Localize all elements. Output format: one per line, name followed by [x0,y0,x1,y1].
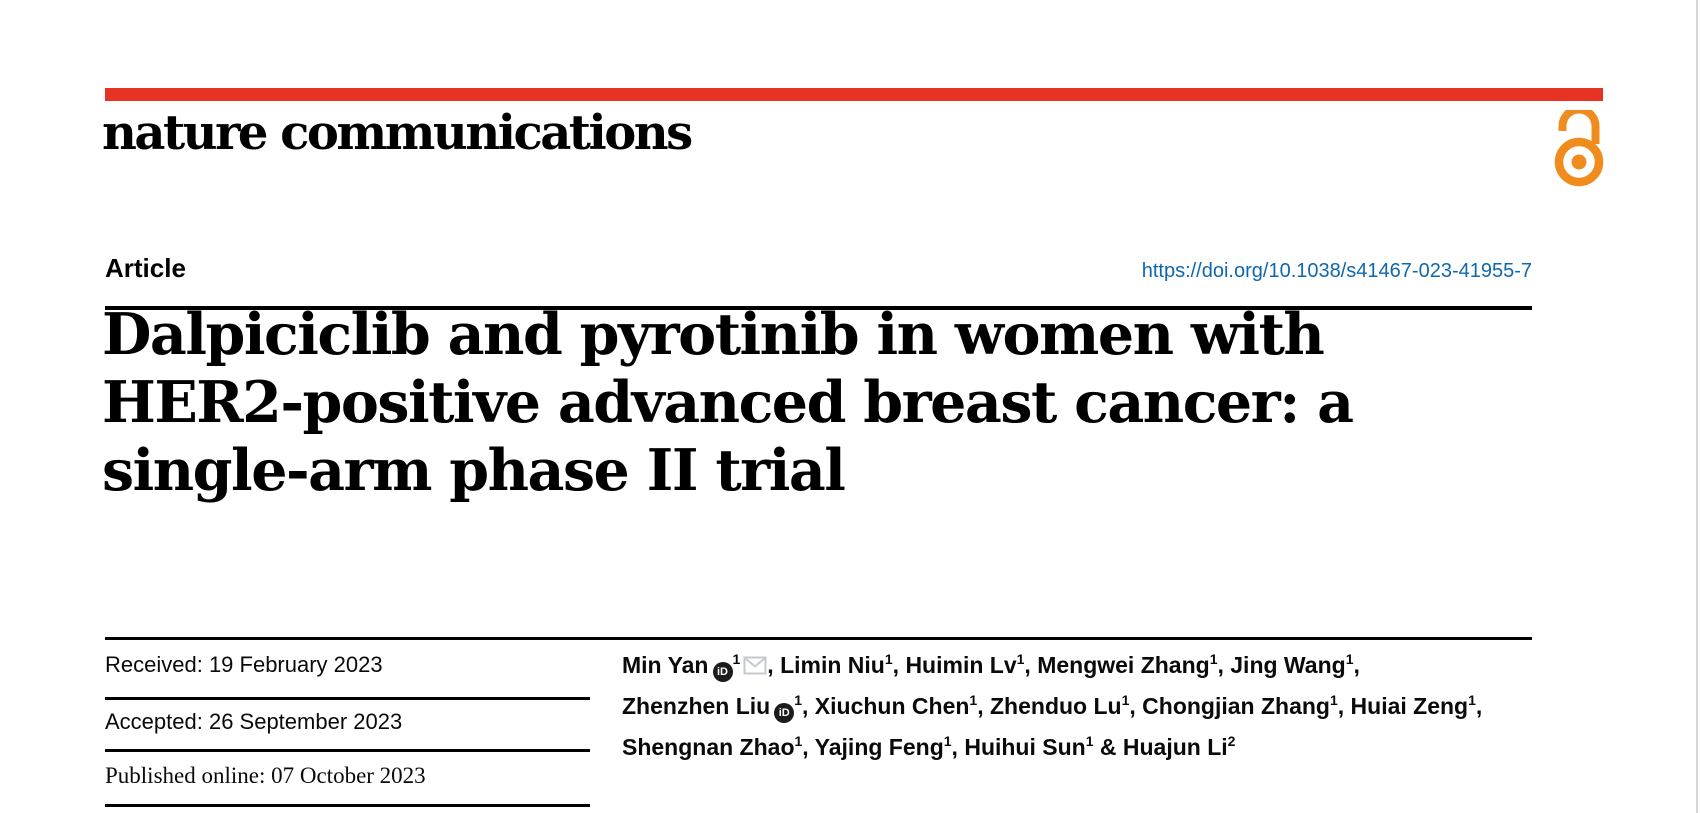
orcid-icon[interactable]: iD [712,662,733,682]
author-affiliation-sup: 1 [794,692,803,708]
author-name: Chongjian Zhang [1142,693,1330,719]
author-affiliation-sup: 1 [794,733,803,749]
author-line: Zhenzhen Liu iD1, Xiuchun Chen1, Zhenduo … [622,687,1522,728]
author-separator: , [802,693,815,719]
date-divider [105,697,590,700]
author-affiliation-sup: 1 [1345,651,1354,667]
article-type-label: Article [105,253,186,283]
author-separator: & [1093,734,1123,760]
author-name: Mengwei Zhang [1037,652,1210,678]
author-list: Min Yan iD1, Limin Niu1, Huimin Lv1, Meng… [622,646,1522,769]
author-name: Zhenzhen Liu [622,693,771,719]
author-affiliation-sup: 2 [1227,733,1236,749]
received-date: Received: 19 February 2023 [105,652,383,677]
title-line: single-arm phase II trial [102,437,846,504]
page-edge-divider [1696,0,1698,813]
author-name: Shengnan Zhao [622,734,795,760]
author-affiliation-sup: 1 [943,733,952,749]
author-affiliation-sup: 1 [969,692,978,708]
author-line: Shengnan Zhao1, Yajing Feng1, Huihui Sun… [622,728,1522,769]
author-affiliation-sup: 1 [1016,651,1025,667]
title-line: HER2-positive advanced breast cancer: a [102,369,1354,436]
author-affiliation-sup: 1 [1329,692,1338,708]
article-title: Dalpiciclib and pyrotinib in women with … [102,301,1547,505]
accepted-date: Accepted: 26 September 2023 [105,709,403,734]
author-name: Xiuchun Chen [814,693,970,719]
date-divider [105,749,590,752]
author-separator: , [1337,693,1351,719]
author-name: Limin Niu [780,652,885,678]
author-name: Min Yan [622,652,709,678]
author-name: Huihui Sun [964,734,1086,760]
author-name: Huajun Li [1122,734,1228,760]
open-access-icon [1554,105,1604,193]
author-separator: , [802,734,815,760]
author-name: Yajing Feng [814,734,944,760]
author-separator: , [892,652,906,678]
author-separator: , [1024,652,1038,678]
author-affiliation-sup: 1 [1085,733,1094,749]
doi-link[interactable]: https://doi.org/10.1038/s41467-023-41955… [1141,260,1532,282]
author-separator: , [951,734,965,760]
author-affiliation-sup: 1 [1121,692,1130,708]
author-separator: , [1129,693,1143,719]
journal-accent-bar [105,88,1603,101]
author-affiliation-sup: 1 [1468,692,1476,708]
email-icon[interactable] [743,648,767,686]
author-name: Zhenduo Lu [990,693,1122,719]
author-separator: , [1217,652,1231,678]
author-separator: , [1475,693,1483,719]
header-rule [105,306,1532,310]
date-divider [105,804,590,807]
author-name: Jing Wang [1230,652,1346,678]
author-separator: , [1353,652,1360,678]
author-line: Min Yan iD1, Limin Niu1, Huimin Lv1, Meng… [622,646,1522,687]
author-affiliation-sup: 1 [884,651,893,667]
info-top-rule [105,637,1532,640]
author-name: Huiai Zeng [1350,693,1469,719]
author-separator: , [977,693,990,719]
author-separator: , [767,652,781,678]
author-affiliation-sup: 1 [732,651,741,667]
author-name: Huimin Lv [905,652,1017,678]
title-line: Dalpiciclib and pyrotinib in women with [102,301,1325,368]
published-online-date: Published online: 07 October 2023 [105,763,426,788]
orcid-icon[interactable]: iD [774,703,795,723]
journal-logo: nature communications [102,105,693,161]
author-affiliation-sup: 1 [1209,651,1218,667]
